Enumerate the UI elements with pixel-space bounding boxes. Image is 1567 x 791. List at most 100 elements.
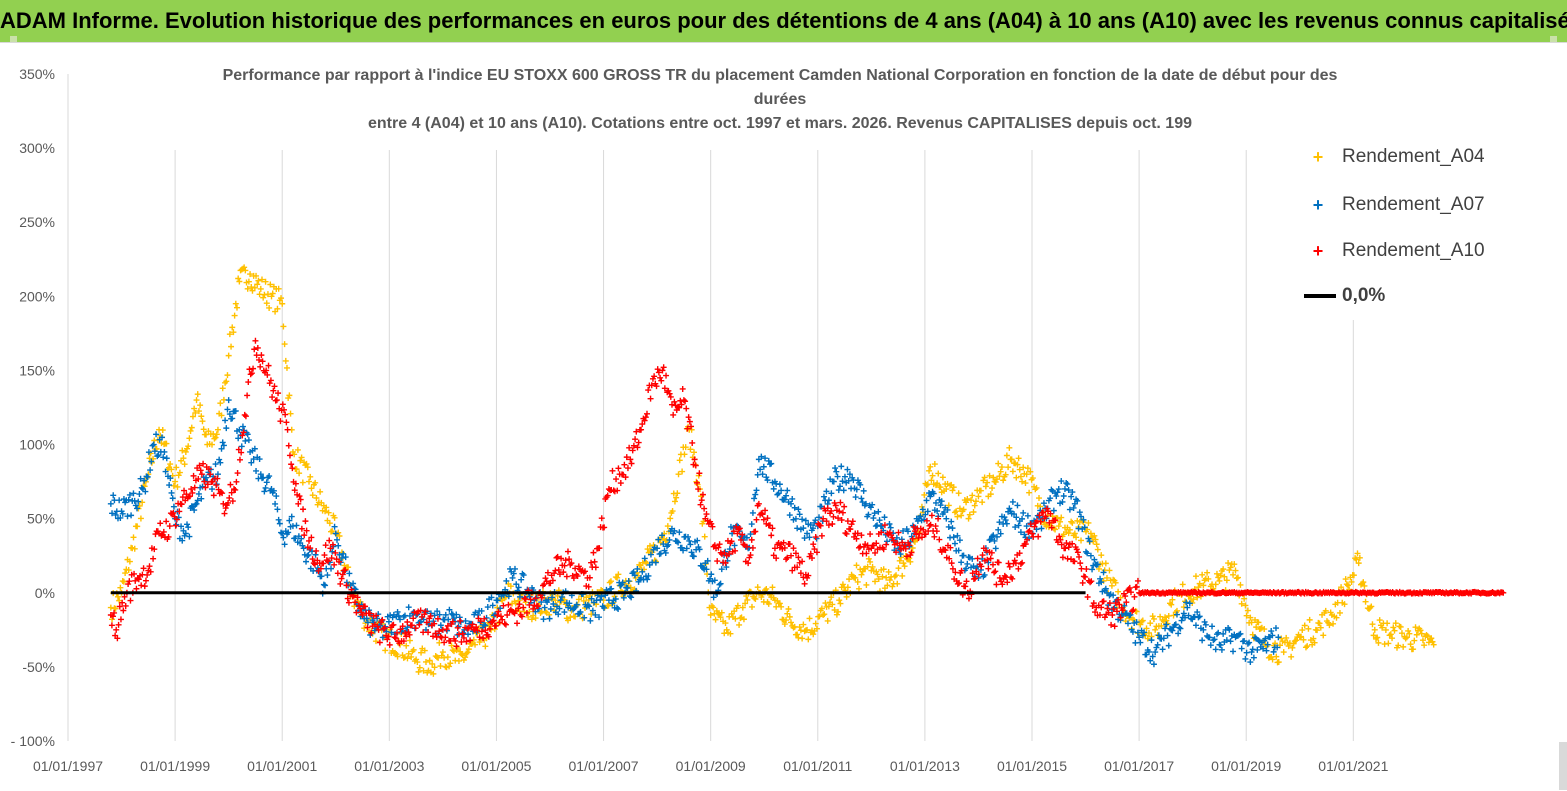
data-point: [972, 498, 979, 505]
data-point: [1014, 502, 1021, 509]
data-point: [965, 515, 972, 522]
data-point: [121, 593, 128, 600]
data-point: [362, 603, 369, 610]
data-point: [722, 620, 729, 627]
data-point: [1412, 624, 1419, 631]
data-point: [790, 545, 797, 552]
data-point: [838, 517, 845, 524]
data-point: [430, 670, 437, 677]
data-point: [931, 533, 938, 540]
data-point: [1123, 599, 1130, 606]
data-point: [302, 518, 309, 525]
data-point: [186, 435, 193, 442]
data-point: [250, 365, 257, 372]
data-point: [802, 517, 809, 524]
data-point: [188, 486, 195, 493]
data-point: [405, 650, 412, 657]
data-point: [1022, 541, 1029, 548]
data-point: [1097, 575, 1104, 582]
data-point: [992, 479, 999, 486]
data-point: [873, 540, 880, 547]
data-point: [1014, 461, 1021, 468]
data-point: [938, 498, 945, 505]
data-point: [115, 621, 122, 628]
data-point: [1074, 497, 1081, 504]
data-point: [1382, 626, 1389, 633]
data-point: [854, 578, 861, 585]
data-point: [1056, 533, 1063, 540]
data-point: [1253, 624, 1260, 631]
data-point: [755, 500, 762, 507]
data-point: [108, 622, 115, 629]
data-point: [645, 387, 652, 394]
data-point: [1006, 563, 1013, 570]
data-point: [1070, 504, 1077, 511]
data-point: [613, 604, 620, 611]
data-point: [1080, 516, 1087, 523]
data-point: [860, 544, 867, 551]
data-point: [641, 555, 648, 562]
data-point: [634, 565, 641, 572]
data-point: [669, 508, 676, 515]
data-point: [1077, 560, 1084, 567]
legend-marker-a07: +: [1312, 195, 1324, 215]
data-point: [799, 635, 806, 642]
data-point: [1299, 627, 1306, 634]
grid-layer: [174, 150, 1354, 741]
data-point: [753, 516, 760, 523]
data-point: [363, 615, 370, 622]
data-point: [833, 468, 840, 475]
data-point: [828, 594, 835, 601]
data-point: [181, 487, 188, 494]
data-point: [416, 664, 423, 671]
data-point: [119, 510, 126, 517]
data-point: [612, 595, 619, 602]
data-point: [1392, 620, 1399, 627]
data-point: [929, 472, 936, 479]
data-point: [839, 509, 846, 516]
data-point: [1220, 566, 1227, 573]
data-point: [1109, 612, 1116, 619]
data-point: [606, 579, 613, 586]
data-point: [735, 526, 742, 533]
data-point: [1398, 630, 1405, 637]
data-point: [789, 495, 796, 502]
data-point: [832, 465, 839, 472]
data-point: [223, 378, 230, 385]
data-point: [151, 448, 158, 455]
y-tick-label: 250%: [19, 214, 55, 230]
chart-title-line-2: durées: [753, 91, 807, 108]
data-point: [405, 629, 412, 636]
data-point: [1192, 622, 1199, 629]
data-point: [1092, 536, 1099, 543]
data-point: [191, 484, 198, 491]
data-point: [1152, 626, 1159, 633]
data-point: [778, 603, 785, 610]
data-point: [985, 559, 992, 566]
data-point: [1389, 635, 1396, 642]
data-point: [1057, 536, 1064, 543]
data-point: [1230, 648, 1237, 655]
data-point: [332, 530, 339, 537]
data-point: [293, 522, 300, 529]
data-point: [148, 458, 155, 465]
data-point: [107, 500, 114, 507]
data-point: [192, 409, 199, 416]
data-point: [873, 568, 880, 575]
data-point: [1023, 523, 1030, 530]
data-point: [1004, 579, 1011, 586]
data-point: [844, 466, 851, 473]
data-point: [561, 562, 568, 569]
data-point: [615, 606, 622, 613]
data-point: [1285, 643, 1292, 650]
data-point: [112, 605, 119, 612]
data-point: [1008, 456, 1015, 463]
data-point: [1038, 525, 1045, 532]
data-point: [283, 364, 290, 371]
data-point: [236, 278, 243, 285]
data-point: [170, 503, 177, 510]
data-point: [828, 490, 835, 497]
data-point: [1215, 629, 1222, 636]
data-point: [412, 625, 419, 632]
data-point: [1017, 473, 1024, 480]
